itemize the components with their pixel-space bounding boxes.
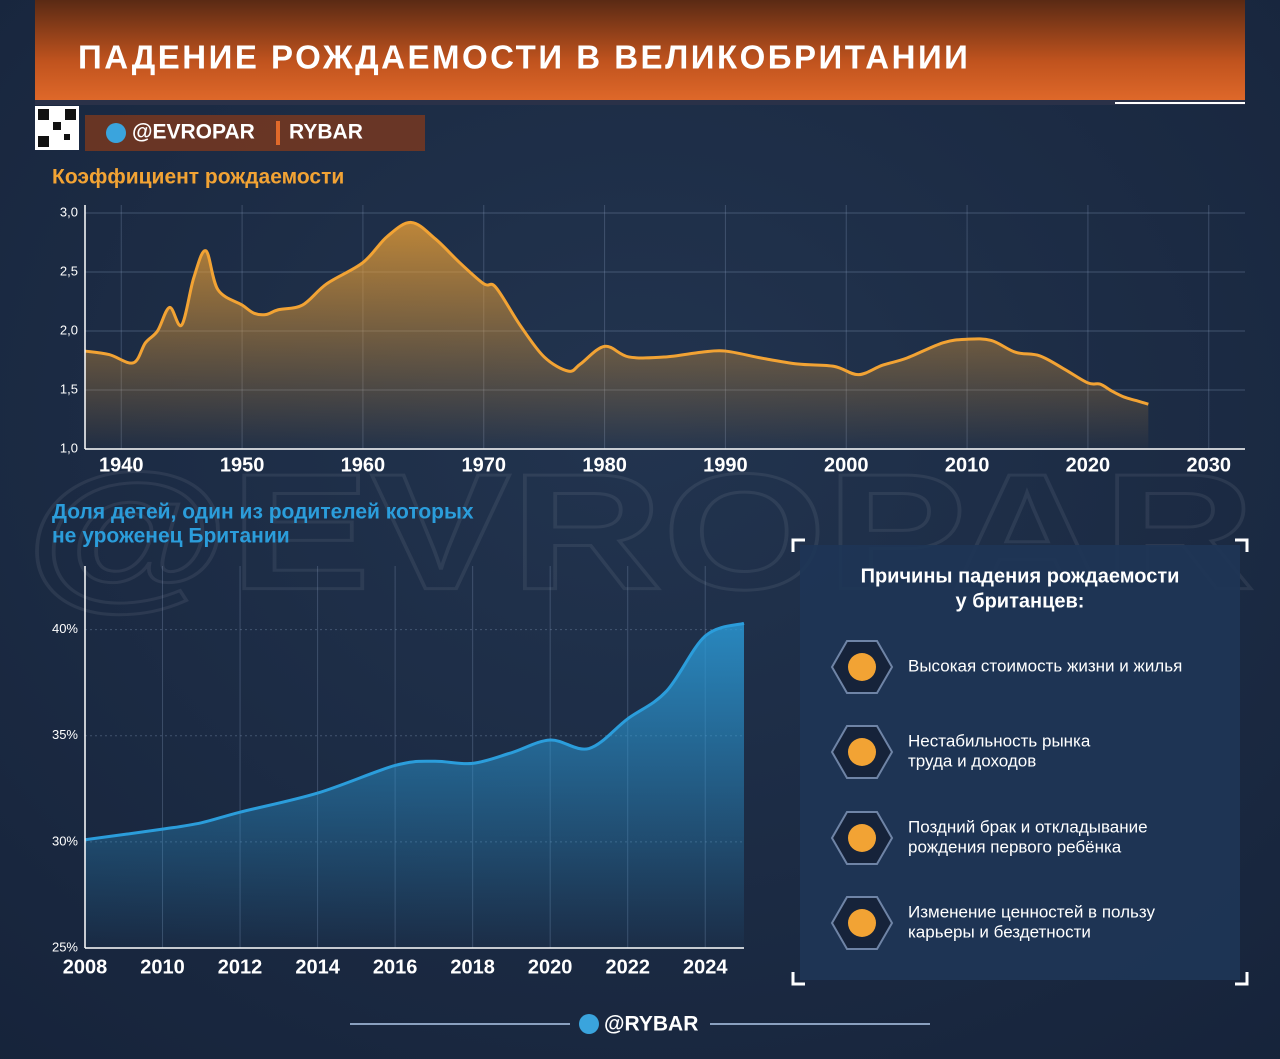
brand: RYBAR: [289, 121, 363, 144]
y-tick-label: 1,0: [60, 440, 78, 455]
reason-text: Нестабильность рынка: [908, 731, 1091, 750]
panel-corners: [791, 538, 1249, 986]
icon: [848, 738, 876, 766]
icon: [848, 824, 876, 852]
reason-text: Изменение ценностей в пользу: [908, 902, 1155, 921]
y-tick-label: 1,5: [60, 381, 78, 396]
handle-band: [85, 115, 425, 151]
footer-handle: @RYBAR: [604, 1013, 698, 1036]
area-line: [84, 621, 745, 842]
chart-title: Доля детей, один из родителей которых: [52, 501, 474, 524]
x-tick-label: 2022: [605, 956, 650, 978]
separator: [276, 121, 280, 145]
chart-title: Коэффициент рождаемости: [52, 166, 344, 189]
telegram-icon: [579, 1014, 599, 1034]
chart-title: не уроженец Британии: [52, 525, 290, 548]
x-tick-label: 2024: [683, 956, 728, 978]
reason-text: труда и доходов: [908, 751, 1036, 770]
line: [84, 220, 1149, 406]
x-tick-label: 1960: [341, 454, 386, 476]
y-tick-label: 40%: [52, 621, 78, 636]
x-tick-label: 2008: [63, 956, 108, 978]
panel-items: Высокая стоимость жизни и жилья Нестабиль…: [830, 640, 1182, 950]
area-fill: [85, 222, 1149, 449]
panel-title: Причины падения рождаемости: [861, 565, 1180, 587]
x-tick-label: 2020: [1066, 454, 1111, 476]
x-tick-label: 1950: [220, 454, 265, 476]
reason-text: Высокая стоимость жизни и жилья: [908, 656, 1182, 675]
header-rule: [35, 100, 1245, 105]
icon: [848, 653, 876, 681]
x-tick-label: 2016: [373, 956, 418, 978]
icon: [848, 909, 876, 937]
y-tick-label: 2,5: [60, 263, 78, 278]
handle: @EVROPAR: [132, 121, 255, 144]
x-tick-label: 2018: [450, 956, 495, 978]
x-tick-label: 2030: [1187, 454, 1232, 476]
area-fill: [85, 623, 744, 948]
y-tick-label: 30%: [52, 833, 78, 848]
x-tick-label: 2010: [945, 454, 990, 476]
x-tick-label: 2012: [218, 956, 263, 978]
y-tick-label: 25%: [52, 939, 78, 954]
header-title: ПАДЕНИЕ РОЖДАЕМОСТИ В ВЕЛИКОБРИТАНИИ: [78, 39, 970, 76]
reason-text: Поздний брак и откладывание: [908, 817, 1148, 836]
x-tick-label: 2010: [140, 956, 185, 978]
x-tick-label: 1970: [462, 454, 507, 476]
y-tick-label: 35%: [52, 727, 78, 742]
y-tick-label: 3,0: [60, 204, 78, 219]
reason-text: карьеры и бездетности: [908, 922, 1091, 941]
header-band: [35, 0, 1245, 102]
x-tick-label: 2014: [295, 956, 340, 978]
qr-pattern: [38, 109, 76, 147]
panel-title: у британцев:: [956, 590, 1085, 612]
x-tick-label: 1990: [703, 454, 748, 476]
telegram-icon: [106, 123, 126, 143]
x-tick-label: 2020: [528, 956, 573, 978]
x-tick-label: 1980: [582, 454, 627, 476]
x-tick-label: 1940: [99, 454, 144, 476]
x-tick-label: 2000: [824, 454, 869, 476]
y-tick-label: 2,0: [60, 322, 78, 337]
reason-text: рождения первого ребёнка: [908, 837, 1122, 856]
